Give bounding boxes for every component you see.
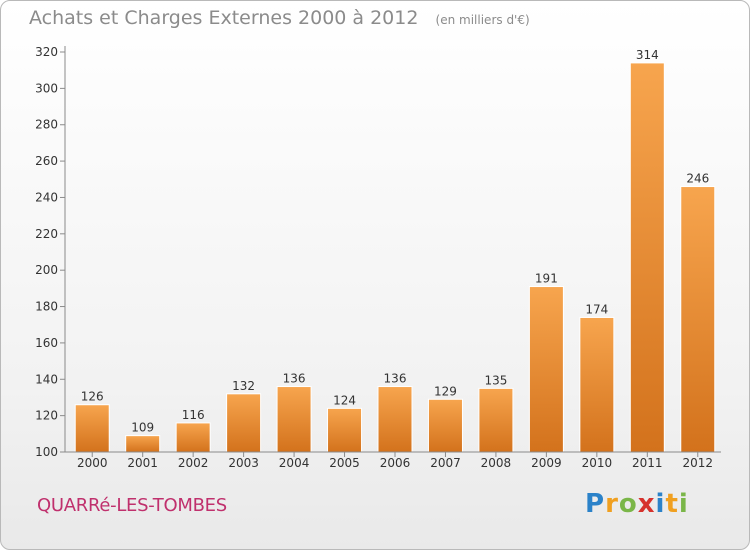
bar (74, 404, 110, 453)
x-tick-label: 2007 (430, 456, 461, 470)
bar (327, 407, 363, 453)
x-tick-label: 2000 (77, 456, 108, 470)
logo-letter: x (637, 489, 656, 519)
logo-letter: i (655, 489, 666, 519)
bar-value-label: 314 (636, 48, 659, 62)
bar-value-label: 136 (384, 372, 407, 386)
y-tick-label: 240 (35, 190, 58, 204)
bar (125, 435, 161, 453)
y-tick-label: 300 (35, 81, 58, 95)
x-tick-label: 2004 (279, 456, 310, 470)
chart-title: Achats et Charges Externes 2000 à 2012 (29, 7, 419, 29)
commune-name: QUARRé-LES-TOMBES (37, 495, 227, 516)
y-tick-label: 140 (35, 372, 58, 386)
bar-value-label: 174 (585, 302, 608, 316)
bar-value-label: 246 (686, 172, 709, 186)
bar-value-label: 129 (434, 384, 457, 398)
x-tick-label: 2003 (228, 456, 259, 470)
proxiti-logo: Proxiti (585, 489, 689, 519)
y-tick-label: 220 (35, 227, 58, 241)
chart-unit: (en milliers d'€) (435, 13, 530, 27)
bar-value-label: 116 (182, 408, 205, 422)
logo-letter: o (618, 489, 638, 519)
y-tick-label: 200 (35, 263, 58, 277)
bar (680, 186, 716, 453)
x-tick-label: 2005 (329, 456, 360, 470)
logo-letter: i (678, 489, 689, 519)
bar-value-label: 191 (535, 272, 558, 286)
y-tick-label: 320 (35, 45, 58, 59)
x-tick-label: 2001 (127, 456, 158, 470)
x-tick-label: 2009 (531, 456, 562, 470)
x-tick-label: 2008 (481, 456, 512, 470)
bar-value-label: 132 (232, 379, 255, 393)
x-tick-label: 2006 (380, 456, 411, 470)
logo-letter: t (665, 489, 679, 519)
bar-value-label: 124 (333, 393, 356, 407)
y-tick-label: 100 (35, 445, 58, 459)
logo-letter: r (605, 489, 619, 519)
bar (226, 393, 262, 453)
x-tick-label: 2010 (582, 456, 613, 470)
x-tick-label: 2002 (178, 456, 209, 470)
y-tick-label: 180 (35, 300, 58, 314)
bar-value-label: 135 (484, 373, 507, 387)
y-tick-label: 160 (35, 336, 58, 350)
bar-value-label: 109 (131, 421, 154, 435)
title-row: Achats et Charges Externes 2000 à 2012 (… (29, 7, 530, 29)
y-tick-label: 120 (35, 409, 58, 423)
bar-value-label: 126 (81, 390, 104, 404)
bar (528, 286, 564, 453)
x-tick-label: 2012 (682, 456, 713, 470)
bar (427, 398, 463, 453)
bar (377, 386, 413, 453)
bar (478, 387, 514, 453)
bar (629, 62, 665, 453)
bar (276, 386, 312, 453)
bar-value-label: 136 (283, 372, 306, 386)
y-tick-label: 280 (35, 118, 58, 132)
x-tick-label: 2011 (632, 456, 663, 470)
y-tick-label: 260 (35, 154, 58, 168)
logo-letter: P (585, 489, 606, 519)
bar (175, 422, 211, 453)
bar (579, 316, 615, 453)
